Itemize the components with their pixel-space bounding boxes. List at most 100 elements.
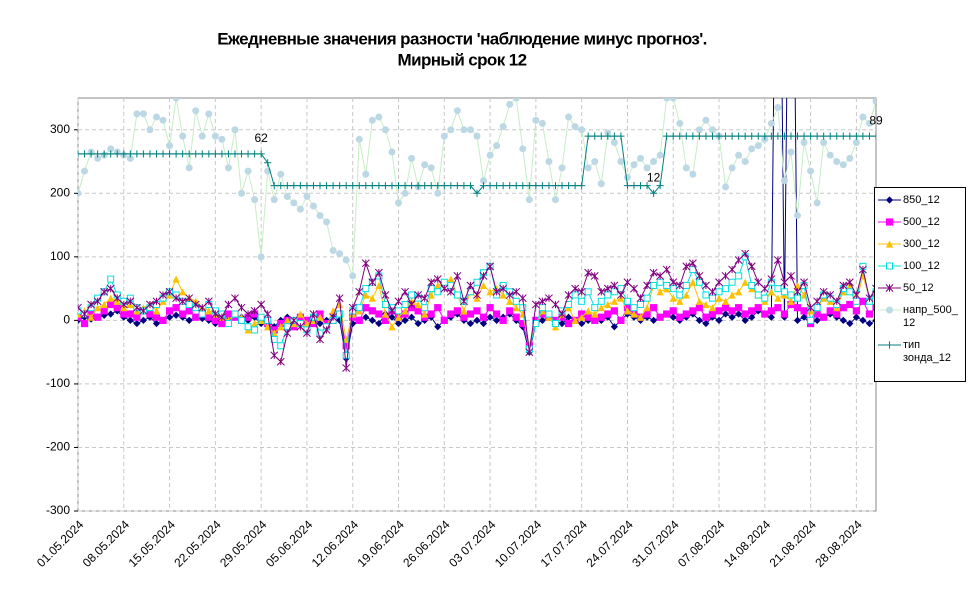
marker (107, 300, 115, 309)
marker (767, 307, 775, 315)
marker (617, 316, 625, 324)
marker (794, 294, 802, 302)
marker (722, 183, 730, 191)
marker (414, 319, 422, 328)
marker (172, 294, 181, 303)
marker (689, 170, 697, 178)
marker (584, 164, 592, 172)
marker (538, 304, 546, 312)
marker (682, 164, 690, 172)
marker (839, 316, 847, 324)
y-tick-label: 300 (50, 122, 70, 136)
marker (748, 313, 756, 321)
marker (388, 148, 396, 156)
marker (695, 271, 704, 280)
marker (434, 182, 442, 190)
marker (610, 307, 618, 315)
marker (342, 342, 350, 350)
marker (107, 275, 115, 283)
marker (689, 307, 697, 315)
marker (244, 323, 252, 331)
marker (94, 304, 102, 312)
marker (192, 313, 200, 321)
marker (329, 313, 338, 322)
marker (820, 313, 828, 321)
marker (833, 132, 841, 140)
marker (793, 304, 802, 312)
marker (316, 182, 324, 190)
marker (94, 150, 102, 158)
marker (479, 313, 488, 321)
marker (682, 132, 690, 140)
marker (682, 262, 691, 271)
legend-swatch (878, 341, 901, 349)
marker (630, 284, 638, 293)
marker (80, 150, 89, 158)
marker (473, 307, 481, 315)
marker (224, 310, 233, 318)
marker (126, 154, 134, 162)
marker (735, 272, 743, 280)
marker (793, 316, 802, 324)
marker (859, 113, 867, 121)
marker (388, 306, 396, 315)
marker (852, 297, 860, 305)
marker (244, 167, 252, 175)
marker (584, 132, 592, 140)
marker (506, 100, 514, 108)
marker (721, 297, 730, 305)
marker (578, 313, 586, 321)
marker (388, 182, 396, 190)
marker (865, 319, 874, 328)
marker (362, 304, 370, 312)
marker (558, 182, 566, 190)
marker (408, 291, 416, 299)
marker (610, 132, 618, 140)
marker (492, 287, 501, 296)
marker (885, 196, 894, 204)
marker (728, 291, 736, 299)
marker (205, 150, 213, 158)
marker (165, 307, 174, 315)
legend-label: 100_12 (903, 260, 940, 272)
legend-swatch (878, 306, 901, 314)
marker (303, 182, 311, 190)
marker (120, 150, 128, 158)
marker (708, 287, 717, 296)
marker (767, 119, 775, 127)
marker (264, 159, 272, 167)
marker (833, 310, 841, 318)
marker (427, 310, 435, 318)
marker (309, 202, 317, 210)
legend-label: 300_12 (903, 238, 940, 250)
marker (591, 310, 599, 318)
legend-label: 500_12 (903, 216, 940, 228)
marker (669, 294, 677, 302)
marker (185, 316, 193, 324)
marker (414, 300, 422, 309)
marker (257, 313, 265, 321)
marker (179, 310, 187, 318)
marker (845, 278, 854, 287)
marker (886, 306, 893, 314)
marker (630, 310, 638, 318)
marker (192, 150, 200, 158)
x-tick-label: 15.05.2024 (126, 517, 179, 570)
marker (107, 310, 115, 318)
marker (100, 307, 108, 315)
marker (676, 132, 684, 140)
marker (800, 313, 808, 321)
marker (813, 310, 821, 318)
marker (813, 132, 821, 140)
marker (564, 182, 573, 190)
x-tick-label: 10.07.2024 (492, 517, 545, 570)
marker (421, 161, 429, 169)
legend-item: напр_500_12 (877, 304, 963, 330)
marker (643, 182, 651, 190)
marker (120, 310, 128, 318)
marker (774, 104, 782, 112)
x-tick-label: 21.08.2024 (767, 517, 820, 570)
marker (695, 278, 703, 286)
marker (597, 132, 605, 140)
legend-item: 850_12 (877, 194, 963, 207)
